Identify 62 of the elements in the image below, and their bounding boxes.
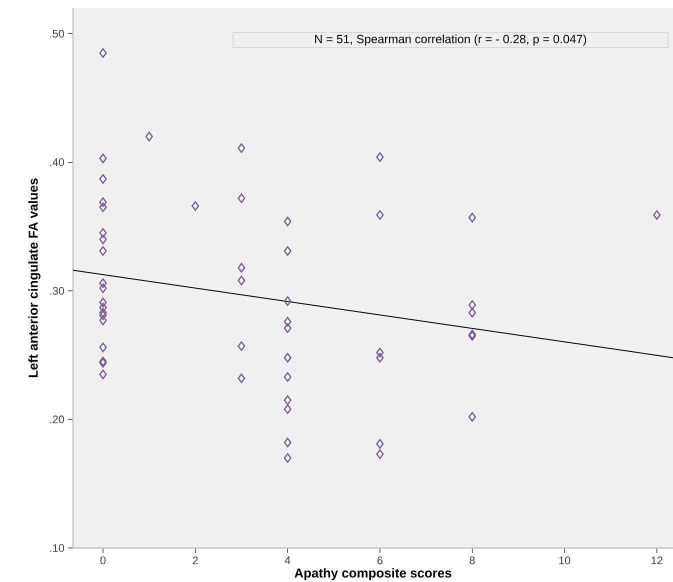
point bbox=[238, 143, 246, 153]
x-tick-label: 4 bbox=[284, 556, 290, 564]
point bbox=[284, 323, 292, 333]
point bbox=[284, 296, 292, 306]
point bbox=[99, 370, 107, 380]
point bbox=[284, 316, 292, 327]
point bbox=[284, 372, 292, 382]
point bbox=[99, 174, 107, 184]
point bbox=[284, 216, 292, 226]
point bbox=[238, 373, 246, 384]
point bbox=[192, 201, 200, 211]
point bbox=[284, 438, 292, 448]
point bbox=[376, 210, 384, 220]
point bbox=[468, 300, 476, 310]
x-axis-title: Apathy composite scores bbox=[294, 568, 452, 580]
point bbox=[238, 193, 246, 204]
point bbox=[99, 246, 107, 256]
point bbox=[376, 449, 384, 459]
point bbox=[99, 202, 107, 212]
point bbox=[99, 234, 107, 244]
point bbox=[376, 352, 384, 363]
y-tick-label: .20 bbox=[50, 416, 64, 424]
point bbox=[99, 316, 107, 326]
x-tick-label: 12 bbox=[652, 556, 662, 564]
x-tick-label: 6 bbox=[377, 556, 382, 564]
y-tick-label: .30 bbox=[50, 286, 64, 295]
point bbox=[99, 302, 107, 312]
point bbox=[376, 348, 384, 358]
point bbox=[284, 352, 292, 363]
point bbox=[376, 438, 384, 449]
point bbox=[284, 453, 292, 463]
y-tick-label: .40 bbox=[50, 158, 64, 166]
point bbox=[284, 395, 292, 405]
point bbox=[145, 132, 153, 142]
y-tick-label: .50 bbox=[50, 30, 64, 38]
point bbox=[468, 412, 476, 422]
point bbox=[376, 152, 384, 162]
point bbox=[653, 210, 661, 220]
point bbox=[99, 154, 107, 164]
point bbox=[238, 262, 246, 273]
y-axis-title: Left anterior cingulate FA values bbox=[28, 178, 40, 378]
annotation: N = 51, Spearman correlation (r = - 0.28, p = 0.047) bbox=[315, 34, 586, 46]
point bbox=[284, 404, 292, 414]
point bbox=[99, 48, 107, 58]
x-tick-label: 8 bbox=[470, 556, 475, 564]
point bbox=[468, 308, 476, 318]
point bbox=[99, 197, 107, 207]
point bbox=[468, 212, 476, 222]
point bbox=[99, 283, 107, 294]
x-tick-label: 0 bbox=[100, 556, 106, 564]
point bbox=[99, 342, 107, 352]
point bbox=[99, 310, 107, 320]
point bbox=[99, 308, 107, 318]
point bbox=[99, 278, 107, 288]
x-tick-label: 2 bbox=[192, 556, 198, 564]
point bbox=[238, 276, 246, 286]
y-tick-label: .10 bbox=[50, 544, 64, 552]
point bbox=[99, 228, 107, 238]
point bbox=[284, 246, 292, 256]
x-tick-label: 10 bbox=[559, 556, 570, 564]
point bbox=[238, 341, 246, 351]
point bbox=[99, 298, 107, 308]
